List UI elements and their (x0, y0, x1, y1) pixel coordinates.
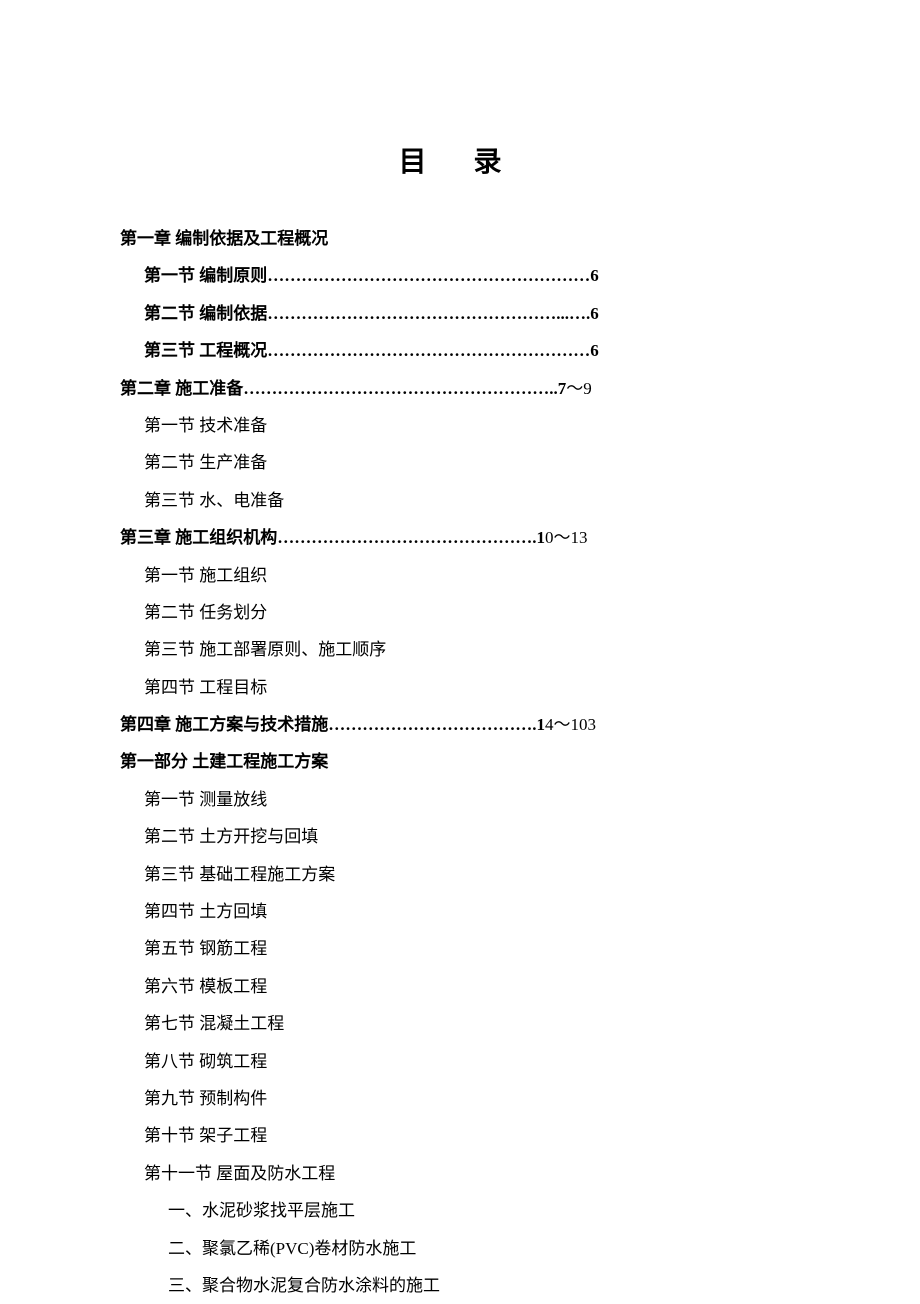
toc-text: 第一节 施工组织 (144, 566, 267, 585)
toc-line: 第一节 测量放线 (144, 781, 800, 818)
toc-text: 第八节 砌筑工程 (144, 1052, 267, 1071)
toc-dots: ………………………………. (328, 715, 536, 734)
toc-dots: ………………………………………………… (267, 266, 590, 285)
toc-line: 三、聚合物水泥复合防水涂料的施工 (168, 1267, 800, 1304)
toc-text: 第二节 任务划分 (144, 603, 267, 622)
toc-text: 第一部分 土建工程施工方案 (120, 752, 328, 771)
toc-text: 第三节 施工部署原则、施工顺序 (144, 640, 386, 659)
toc-text: 第二节 编制依据 (144, 304, 267, 323)
toc-line: 第三节 施工部署原则、施工顺序 (144, 631, 800, 668)
table-of-contents: 第一章 编制依据及工程概况第一节 编制原则…………………………………………………… (120, 220, 800, 1304)
toc-text: 第四节 土方回填 (144, 902, 267, 921)
toc-dots: ……………………………………………...…. (267, 304, 590, 323)
toc-text: 三、聚合物水泥复合防水涂料的施工 (168, 1276, 440, 1295)
toc-text: 第十节 架子工程 (144, 1126, 267, 1145)
toc-line: 第二节 生产准备 (144, 444, 800, 481)
toc-text: 一、水泥砂浆找平层施工 (168, 1201, 355, 1220)
toc-page-bold: 1 (537, 528, 546, 547)
toc-line: 第九节 预制构件 (144, 1080, 800, 1117)
toc-line: 第二节 编制依据……………………………………………...….6 (144, 295, 800, 332)
toc-line: 第十节 架子工程 (144, 1117, 800, 1154)
toc-line: 第四节 工程目标 (144, 669, 800, 706)
toc-line: 第二章 施工准备………………………………………………..7～9 (120, 370, 800, 407)
toc-line: 第六节 模板工程 (144, 968, 800, 1005)
toc-text: 二、聚氯乙稀(PVC)卷材防水施工 (168, 1239, 416, 1258)
toc-line: 第二节 任务划分 (144, 594, 800, 631)
toc-line: 第三节 基础工程施工方案 (144, 856, 800, 893)
toc-text: 第六节 模板工程 (144, 977, 267, 996)
toc-line: 第四章 施工方案与技术措施……………………………….14～103 (120, 706, 800, 743)
toc-text: 第三节 水、电准备 (144, 491, 284, 510)
toc-line: 第三节 工程概况…………………………………………………6 (144, 332, 800, 369)
toc-text: 第二章 施工准备 (120, 379, 243, 398)
toc-text: 第十一节 屋面及防水工程 (144, 1164, 335, 1183)
toc-text: 第二节 土方开挖与回填 (144, 827, 318, 846)
toc-text: 第一节 测量放线 (144, 790, 267, 809)
toc-page-range: 4～103 (545, 715, 596, 734)
toc-line: 第三章 施工组织机构……………………………………….10～13 (120, 519, 800, 556)
toc-line: 第一节 编制原则…………………………………………………6 (144, 257, 800, 294)
toc-dots: ………………………………………………… (267, 341, 590, 360)
toc-line: 第五节 钢筋工程 (144, 930, 800, 967)
toc-page-bold: 1 (537, 715, 546, 734)
toc-line: 一、水泥砂浆找平层施工 (168, 1192, 800, 1229)
toc-line: 第七节 混凝土工程 (144, 1005, 800, 1042)
toc-text: 第三章 施工组织机构 (120, 528, 277, 547)
toc-page-range: ～9 (566, 379, 592, 398)
toc-text: 第四章 施工方案与技术措施 (120, 715, 328, 734)
toc-dots: ……………………………………………….. (243, 379, 558, 398)
toc-page-bold: 7 (558, 379, 567, 398)
toc-line: 第十一节 屋面及防水工程 (144, 1155, 800, 1192)
toc-line: 第一节 施工组织 (144, 557, 800, 594)
toc-text: 第一节 编制原则 (144, 266, 267, 285)
toc-line: 第八节 砌筑工程 (144, 1043, 800, 1080)
document-title: 目 录 (120, 140, 800, 180)
toc-text: 第二节 生产准备 (144, 453, 267, 472)
toc-line: 二、聚氯乙稀(PVC)卷材防水施工 (168, 1230, 800, 1267)
toc-line: 第一部分 土建工程施工方案 (120, 743, 800, 780)
toc-line: 第一章 编制依据及工程概况 (120, 220, 800, 257)
toc-text: 第三节 工程概况 (144, 341, 267, 360)
toc-text: 第七节 混凝土工程 (144, 1014, 284, 1033)
toc-text: 第四节 工程目标 (144, 678, 267, 697)
toc-text: 第一章 编制依据及工程概况 (120, 229, 328, 248)
toc-page-range: 0～13 (545, 528, 588, 547)
toc-text: 第三节 基础工程施工方案 (144, 865, 335, 884)
toc-line: 第一节 技术准备 (144, 407, 800, 444)
toc-line: 第四节 土方回填 (144, 893, 800, 930)
toc-text: 第九节 预制构件 (144, 1089, 267, 1108)
toc-text: 第五节 钢筋工程 (144, 939, 267, 958)
toc-page: 6 (590, 266, 599, 285)
toc-page: 6 (590, 304, 599, 323)
toc-line: 第三节 水、电准备 (144, 482, 800, 519)
toc-text: 第一节 技术准备 (144, 416, 267, 435)
toc-page: 6 (590, 341, 599, 360)
toc-line: 第二节 土方开挖与回填 (144, 818, 800, 855)
toc-dots: ………………………………………. (277, 528, 536, 547)
